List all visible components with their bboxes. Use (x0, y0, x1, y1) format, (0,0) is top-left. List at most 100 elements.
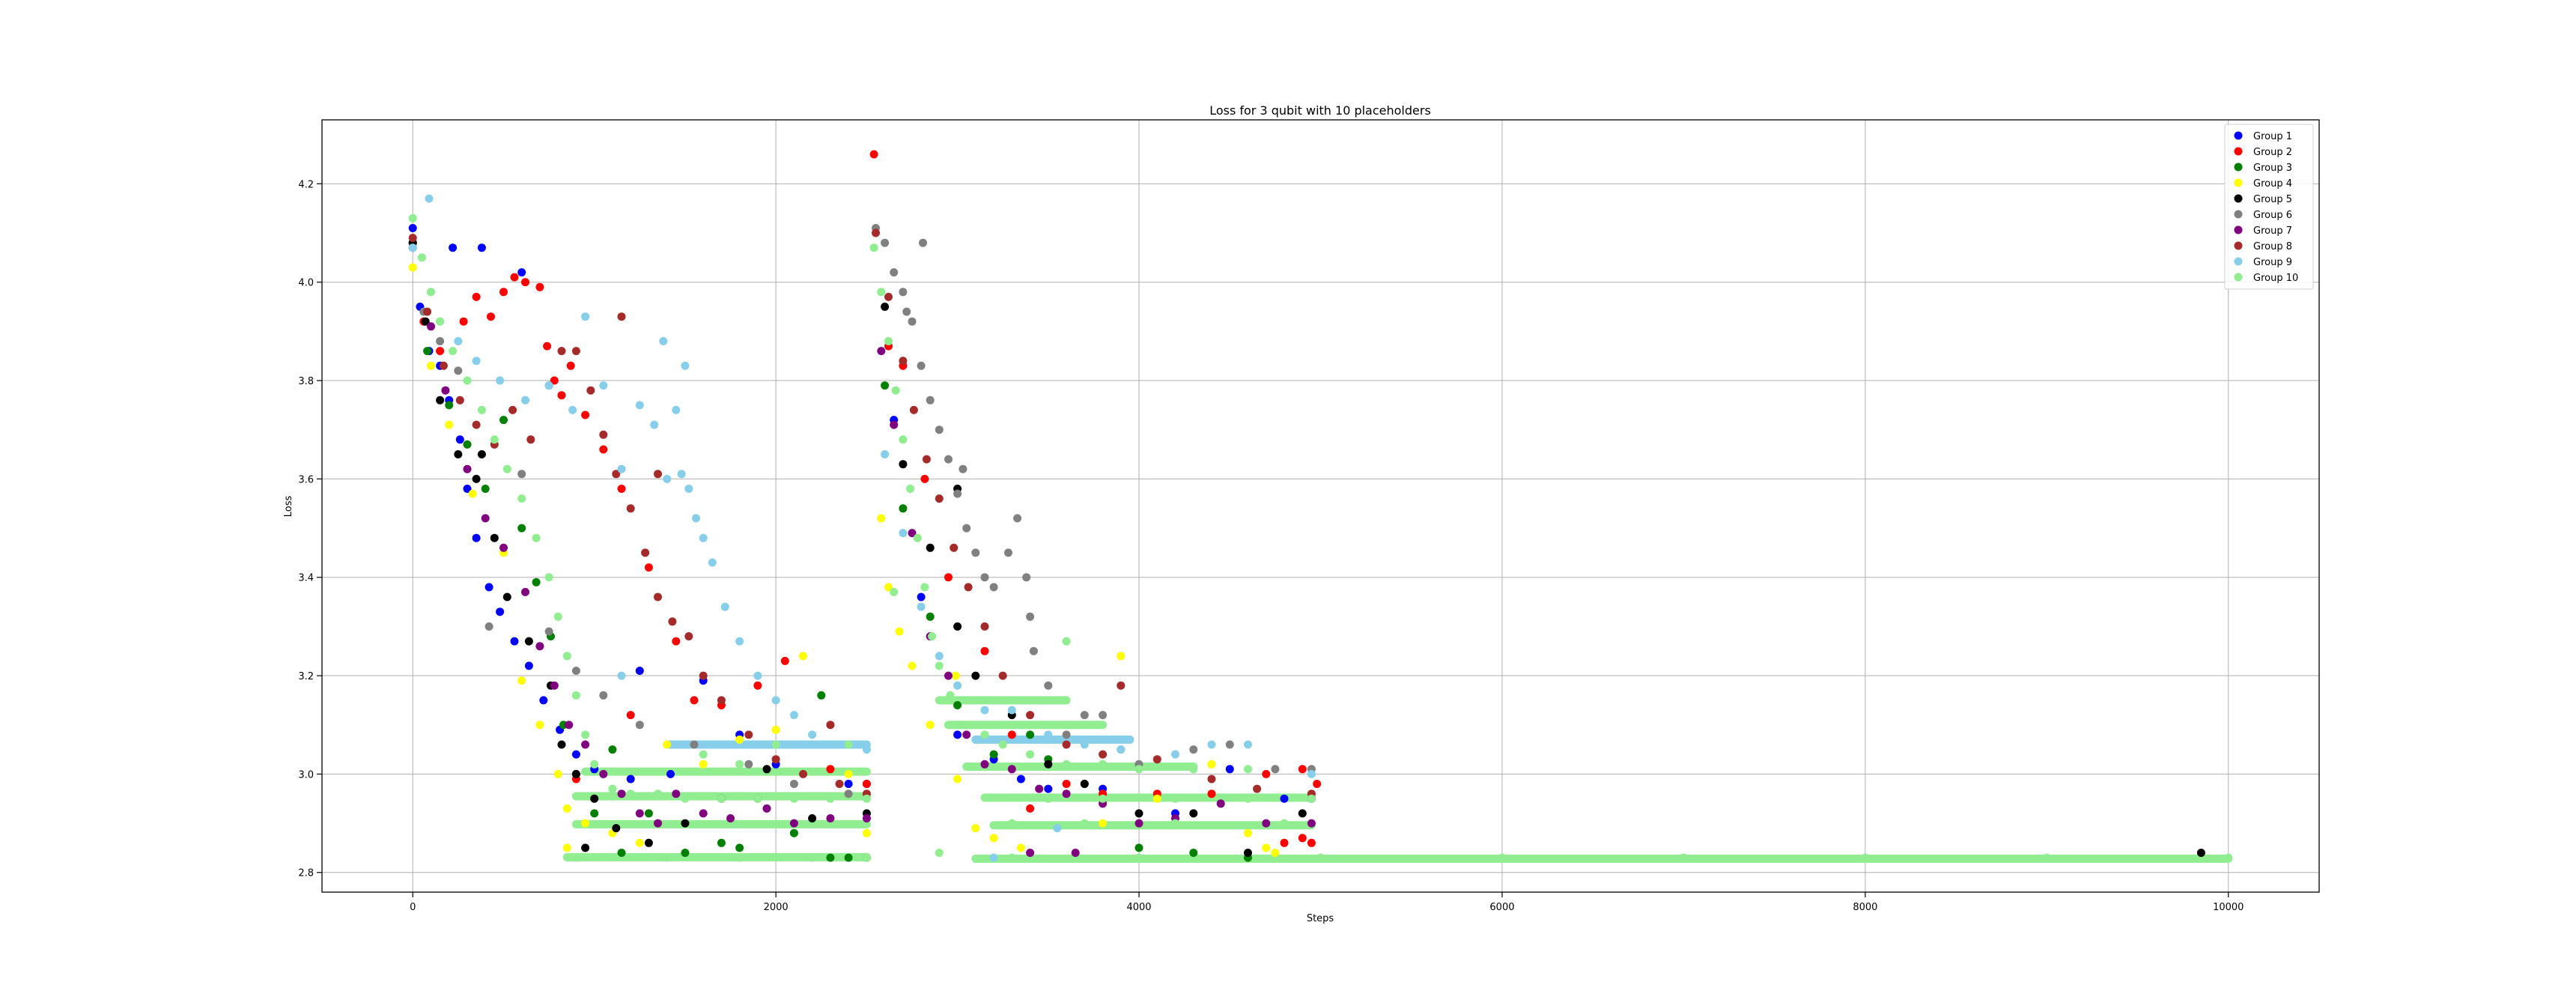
data-point (1280, 794, 1289, 803)
data-point (535, 721, 544, 730)
data-point (844, 769, 853, 778)
data-point (445, 401, 454, 410)
x-tick-label: 2000 (764, 902, 789, 913)
data-point (1117, 681, 1126, 690)
data-point (521, 587, 529, 596)
data-point (612, 470, 621, 479)
data-point (877, 514, 886, 523)
x-tick-label: 10000 (2213, 902, 2244, 913)
legend-label: Group 1 (2253, 131, 2292, 142)
data-point (835, 780, 844, 788)
data-point (644, 563, 653, 572)
data-point (899, 460, 908, 469)
data-point (436, 347, 445, 356)
data-point (663, 853, 672, 862)
data-point (762, 804, 771, 813)
data-point (780, 656, 789, 665)
data-point (477, 243, 486, 252)
data-point (417, 253, 426, 262)
data-point (998, 671, 1007, 680)
data-point (568, 405, 577, 414)
data-point (971, 548, 980, 557)
y-tick-label: 4.2 (298, 179, 314, 190)
data-point (1080, 819, 1089, 828)
data-point (484, 583, 493, 592)
data-point (436, 337, 445, 345)
legend-marker (2234, 163, 2243, 172)
data-point (481, 485, 490, 493)
data-point (557, 740, 566, 749)
data-point (944, 573, 953, 582)
data-point (980, 573, 989, 582)
data-point (862, 853, 871, 862)
y-tick-label: 3.2 (298, 671, 314, 682)
data-point (1026, 750, 1035, 759)
data-point (744, 730, 753, 739)
data-point (1298, 765, 1307, 774)
data-point (508, 405, 517, 414)
data-point (539, 696, 548, 705)
data-point (1171, 794, 1179, 803)
data-point (1225, 740, 1234, 749)
data-point (681, 849, 690, 857)
data-point (463, 485, 472, 493)
data-point (944, 671, 953, 680)
chart-title: Loss for 3 qubit with 10 placeholders (1209, 103, 1431, 118)
data-point (1152, 794, 1161, 803)
data-point (425, 194, 434, 203)
data-point (1004, 548, 1012, 557)
data-point (644, 838, 653, 847)
data-point (1044, 760, 1053, 769)
data-point (1244, 828, 1252, 837)
data-point (708, 558, 717, 567)
data-point (436, 317, 445, 326)
data-point (717, 794, 726, 803)
data-point (890, 420, 899, 429)
data-point (599, 691, 608, 700)
data-point (962, 721, 971, 730)
data-point (899, 435, 908, 444)
data-point (881, 381, 890, 390)
data-point (532, 578, 541, 587)
data-point (998, 740, 1007, 749)
data-point (844, 780, 853, 788)
x-axis-ticks: 0 2000 4000 6000 8000 10000 (410, 892, 2244, 913)
data-point (1225, 765, 1234, 774)
data-point (1007, 706, 1016, 715)
data-point (654, 819, 662, 828)
data-point (517, 470, 526, 479)
data-point (935, 425, 944, 434)
data-point (692, 514, 700, 523)
legend-marker (2234, 194, 2243, 203)
data-point (862, 828, 871, 837)
data-point (1861, 853, 1870, 862)
data-point (844, 853, 853, 862)
data-point (906, 485, 915, 493)
data-point (472, 292, 481, 301)
data-point (408, 213, 417, 222)
data-point (799, 652, 807, 661)
data-point (502, 464, 511, 473)
data-point (1171, 819, 1179, 828)
x-tick-label: 4000 (1126, 902, 1151, 913)
data-point (681, 361, 690, 370)
data-point (884, 337, 893, 345)
data-point (826, 765, 835, 774)
legend-marker (2234, 257, 2243, 266)
data-point (771, 725, 780, 734)
data-point (571, 691, 580, 700)
data-point (808, 814, 817, 822)
data-point (762, 765, 771, 774)
data-point (571, 347, 580, 356)
data-point (2196, 849, 2205, 857)
data-point (980, 646, 989, 655)
data-point (477, 405, 486, 414)
data-point (908, 317, 917, 326)
data-point (481, 514, 490, 523)
data-point (617, 790, 626, 799)
legend-marker (2234, 210, 2243, 219)
data-point (526, 435, 535, 444)
data-point (920, 474, 929, 483)
data-point (1313, 780, 1322, 788)
